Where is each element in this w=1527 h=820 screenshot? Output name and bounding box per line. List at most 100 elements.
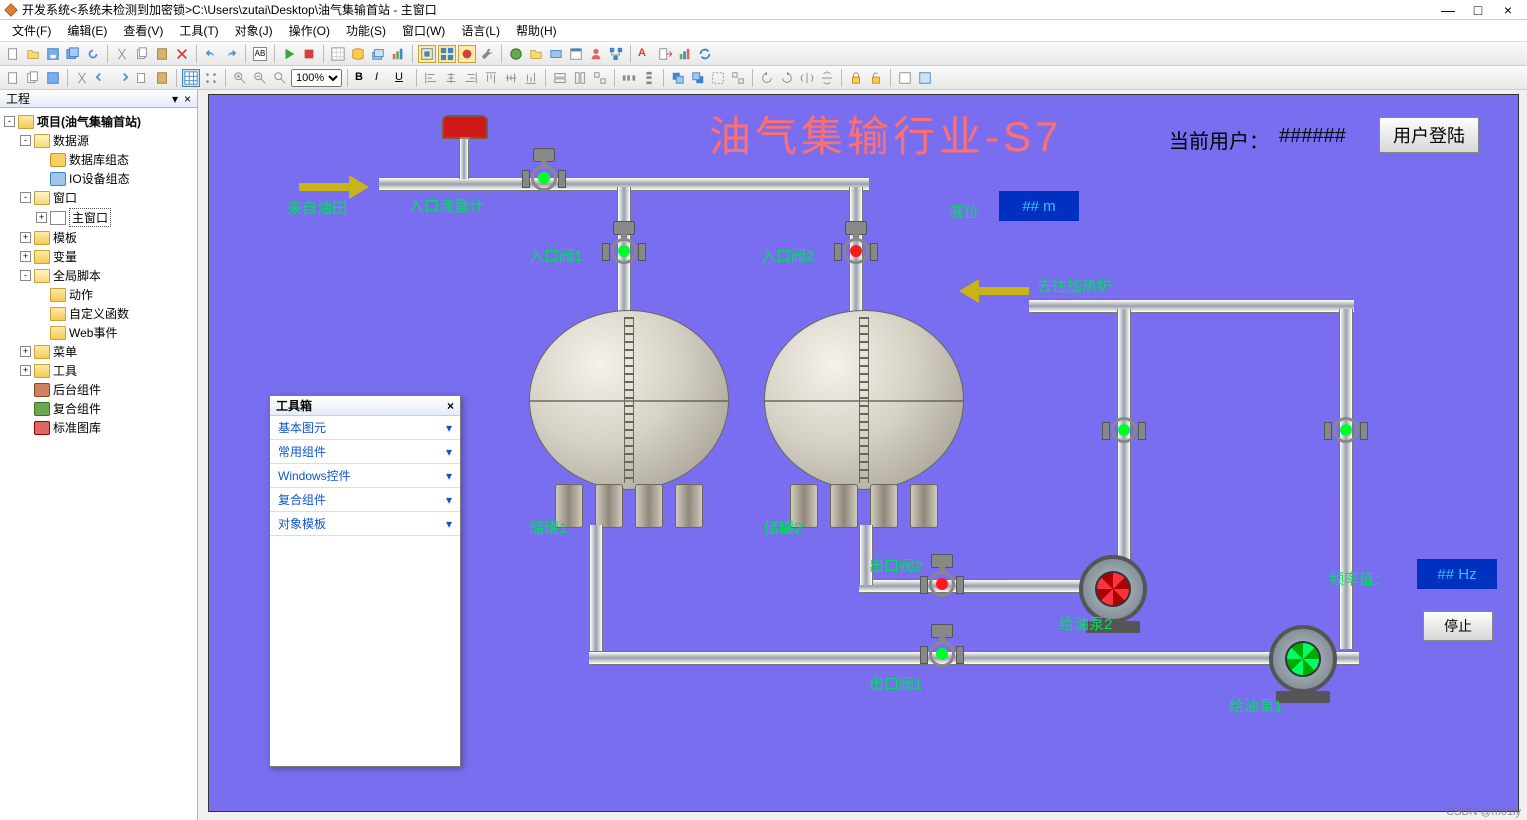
tb-stop-icon[interactable] — [300, 45, 318, 63]
tb-mode1-icon[interactable] — [418, 45, 436, 63]
tb2-back-icon[interactable] — [689, 69, 707, 87]
tb2-zoomfit-icon[interactable] — [271, 69, 289, 87]
tree-stdlib[interactable]: 标准图库 — [53, 419, 101, 436]
tb-bar-icon[interactable] — [676, 45, 694, 63]
tb2-italic-icon[interactable]: I — [373, 69, 391, 87]
tree-backcomp[interactable]: 后台组件 — [53, 381, 101, 398]
tb2-rot-r-icon[interactable] — [778, 69, 796, 87]
tb2-flip-v-icon[interactable] — [818, 69, 836, 87]
tb-text-icon[interactable]: A — [636, 45, 654, 63]
right-valve-2[interactable] — [1333, 417, 1359, 443]
menu-object[interactable]: 对象(J) — [227, 20, 281, 41]
tb2-bold-icon[interactable]: B — [353, 69, 371, 87]
tb2-same-h-icon[interactable] — [571, 69, 589, 87]
tb2-misc1-icon[interactable] — [896, 69, 914, 87]
tb2-doc-icon[interactable] — [4, 69, 22, 87]
toolbox-cat-basic[interactable]: 基本图元▾ — [270, 416, 460, 440]
tree-datasource[interactable]: 数据源 — [53, 132, 89, 149]
tb-paste-icon[interactable] — [153, 45, 171, 63]
tree-tools[interactable]: 工具 — [53, 362, 77, 379]
tb2-disk-icon[interactable] — [44, 69, 62, 87]
tb2-paste2-icon[interactable] — [153, 69, 171, 87]
inlet-flow-valve[interactable] — [531, 165, 557, 191]
tb2-dist-v-icon[interactable] — [640, 69, 658, 87]
menu-edit[interactable]: 编辑(E) — [59, 20, 115, 41]
tb-copy-icon[interactable] — [133, 45, 151, 63]
stop-button[interactable]: 停止 — [1423, 611, 1493, 641]
tb2-unlock-icon[interactable] — [867, 69, 885, 87]
tb2-align-center-icon[interactable] — [442, 69, 460, 87]
tb2-under-icon[interactable]: U — [393, 69, 411, 87]
tb2-ungroup-icon[interactable] — [729, 69, 747, 87]
tb2-align-right-icon[interactable] — [462, 69, 480, 87]
toolbox-cat-composite[interactable]: 复合组件▾ — [270, 488, 460, 512]
tb-sync-icon[interactable] — [696, 45, 714, 63]
menu-operate[interactable]: 操作(O) — [281, 20, 338, 41]
scada-canvas[interactable]: 油气集输行业-S7 当前用户： ###### 用户登陆 — [208, 94, 1519, 812]
menu-file[interactable]: 文件(F) — [4, 20, 59, 41]
tree-root[interactable]: 项目(油气集输首站) — [37, 113, 141, 130]
tree-webevent[interactable]: Web事件 — [69, 324, 117, 341]
tb2-flip-h-icon[interactable] — [798, 69, 816, 87]
tree-udf[interactable]: 自定义函数 — [69, 305, 129, 322]
menu-language[interactable]: 语言(L) — [453, 20, 508, 41]
tb2-docs-icon[interactable] — [24, 69, 42, 87]
tree-action[interactable]: 动作 — [69, 286, 93, 303]
tb2-rot-l-icon[interactable] — [758, 69, 776, 87]
tb2-group-icon[interactable] — [709, 69, 727, 87]
outlet-valve-1[interactable] — [929, 641, 955, 667]
tb2-dist-h-icon[interactable] — [620, 69, 638, 87]
tb2-zoomin-icon[interactable] — [231, 69, 249, 87]
tb2-front-icon[interactable] — [669, 69, 687, 87]
tb-label-icon[interactable]: AB — [251, 45, 269, 63]
tb2-cut-icon[interactable] — [73, 69, 91, 87]
tb-cut-icon[interactable] — [113, 45, 131, 63]
minimize-button[interactable]: — — [1433, 2, 1463, 18]
tb-new-icon[interactable] — [4, 45, 22, 63]
tree-menu[interactable]: 菜单 — [53, 343, 77, 360]
project-tree[interactable]: -项目(油气集输首站) -数据源 数据库组态 IO设备组态 -窗口 +主窗口 +… — [0, 108, 197, 820]
login-button[interactable]: 用户登陆 — [1379, 117, 1479, 153]
inlet-valve-2[interactable] — [843, 238, 869, 264]
tb-open-icon[interactable] — [24, 45, 42, 63]
tb2-align-mid-icon[interactable] — [502, 69, 520, 87]
tb-mode3-icon[interactable] — [458, 45, 476, 63]
outlet-valve-2[interactable] — [929, 571, 955, 597]
tb2-redo2-icon[interactable] — [113, 69, 131, 87]
tb-users-icon[interactable] — [587, 45, 605, 63]
tb-delete-icon[interactable] — [173, 45, 191, 63]
pump-1[interactable] — [1269, 625, 1337, 693]
tb2-copy2-icon[interactable] — [133, 69, 151, 87]
tree-io[interactable]: IO设备组态 — [69, 170, 130, 187]
menu-help[interactable]: 帮助(H) — [508, 20, 565, 41]
tree-dbgroup[interactable]: 数据库组态 — [69, 151, 129, 168]
maximize-button[interactable]: □ — [1463, 2, 1493, 18]
close-button[interactable]: × — [1493, 2, 1523, 18]
tb-rect-icon[interactable] — [547, 45, 565, 63]
tb2-align-top-icon[interactable] — [482, 69, 500, 87]
tb-refresh-icon[interactable] — [84, 45, 102, 63]
tb-win-icon[interactable] — [567, 45, 585, 63]
panel-pin-icon[interactable]: ▾ — [172, 92, 178, 106]
tb2-same-wh-icon[interactable] — [591, 69, 609, 87]
tb-chart-icon[interactable] — [389, 45, 407, 63]
tree-template[interactable]: 模板 — [53, 229, 77, 246]
toolbox-panel[interactable]: 工具箱 × 基本图元▾ 常用组件▾ Windows控件▾ 复合组件▾ 对象模板▾ — [269, 395, 461, 767]
tree-variable[interactable]: 变量 — [53, 248, 77, 265]
tb2-undo2-icon[interactable] — [93, 69, 111, 87]
toolbox-cat-objtpl[interactable]: 对象模板▾ — [270, 512, 460, 536]
toolbox-header[interactable]: 工具箱 × — [270, 396, 460, 416]
tb2-same-w-icon[interactable] — [551, 69, 569, 87]
toolbox-cat-common[interactable]: 常用组件▾ — [270, 440, 460, 464]
tb-mode2-icon[interactable] — [438, 45, 456, 63]
tb-database-icon[interactable] — [349, 45, 367, 63]
tb2-lock-icon[interactable] — [847, 69, 865, 87]
tb-undo-icon[interactable] — [202, 45, 220, 63]
tree-mainwin[interactable]: 主窗口 — [69, 208, 111, 227]
tree-script[interactable]: 全局脚本 — [53, 267, 101, 284]
zoom-select[interactable]: 100% — [291, 69, 342, 87]
tb-folder2-icon[interactable] — [527, 45, 545, 63]
panel-close-icon[interactable]: × — [184, 92, 191, 106]
tb2-align-bot-icon[interactable] — [522, 69, 540, 87]
tb-run-icon[interactable] — [280, 45, 298, 63]
